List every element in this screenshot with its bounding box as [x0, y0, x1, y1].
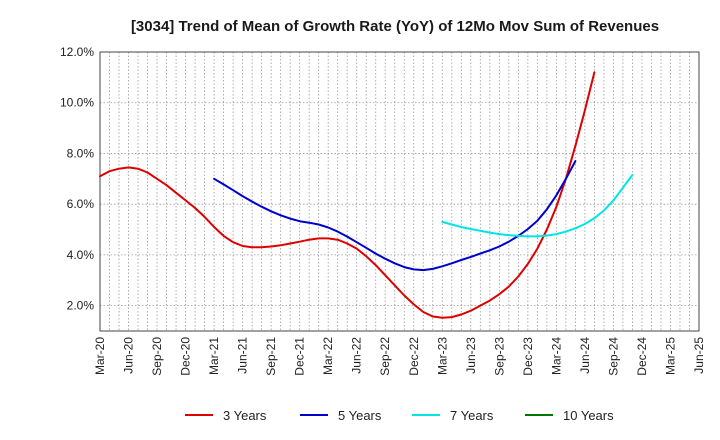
x-tick-label: Jun-20 [122, 337, 136, 374]
legend-label: 5 Years [338, 408, 382, 423]
x-tick-label: Sep-21 [264, 337, 278, 376]
x-tick-label: Dec-20 [179, 337, 193, 376]
legend-label: 10 Years [563, 408, 614, 423]
series-line-7-years [441, 174, 634, 238]
x-tick-label: Mar-23 [435, 337, 449, 375]
series-line-3-years [99, 71, 596, 319]
y-tick-label: 6.0% [67, 197, 95, 211]
y-tick-label: 4.0% [67, 248, 95, 262]
x-tick-label: Sep-22 [378, 337, 392, 376]
series-layer [99, 71, 634, 319]
axis-layer: 2.0% 4.0% 6.0% 8.0% 10.0% 12.0% Mar-20 Jun-20 Se… [60, 45, 706, 376]
x-tick-label: Mar-25 [663, 337, 677, 375]
x-tick-label: Mar-24 [549, 337, 563, 375]
y-tick-label: 10.0% [60, 96, 94, 110]
y-tick-label: 12.0% [60, 45, 94, 59]
x-tick-label: Dec-23 [521, 337, 535, 376]
x-tick-label: Sep-24 [606, 337, 620, 376]
x-tick-label: Jun-25 [692, 337, 706, 374]
grid-layer [100, 51, 699, 331]
legend-label: 3 Years [223, 408, 267, 423]
x-tick-label: Sep-23 [492, 337, 506, 376]
x-tick-label: Jun-22 [350, 337, 364, 374]
x-tick-label: Dec-22 [407, 337, 421, 376]
x-tick-label: Sep-20 [150, 337, 164, 376]
series-line-5-years [213, 160, 577, 272]
legend-label: 7 Years [450, 408, 494, 423]
x-tick-label: Mar-22 [321, 337, 335, 375]
plot-area-border [99, 51, 700, 332]
y-tick-label: 8.0% [67, 146, 95, 160]
chart-title: [3034] Trend of Mean of Growth Rate (YoY… [131, 18, 659, 35]
x-tick-label: Mar-20 [93, 337, 107, 375]
x-tick-label: Jun-24 [578, 337, 592, 374]
x-tick-label: Dec-24 [635, 337, 649, 376]
y-tick-label: 2.0% [67, 299, 95, 313]
x-tick-label: Dec-21 [293, 337, 307, 376]
legend: 3 Years 5 Years 7 Years 10 Years [185, 408, 614, 423]
x-tick-label: Jun-21 [236, 337, 250, 374]
x-tick-label: Jun-23 [464, 337, 478, 374]
x-tick-label: Mar-21 [207, 337, 221, 375]
